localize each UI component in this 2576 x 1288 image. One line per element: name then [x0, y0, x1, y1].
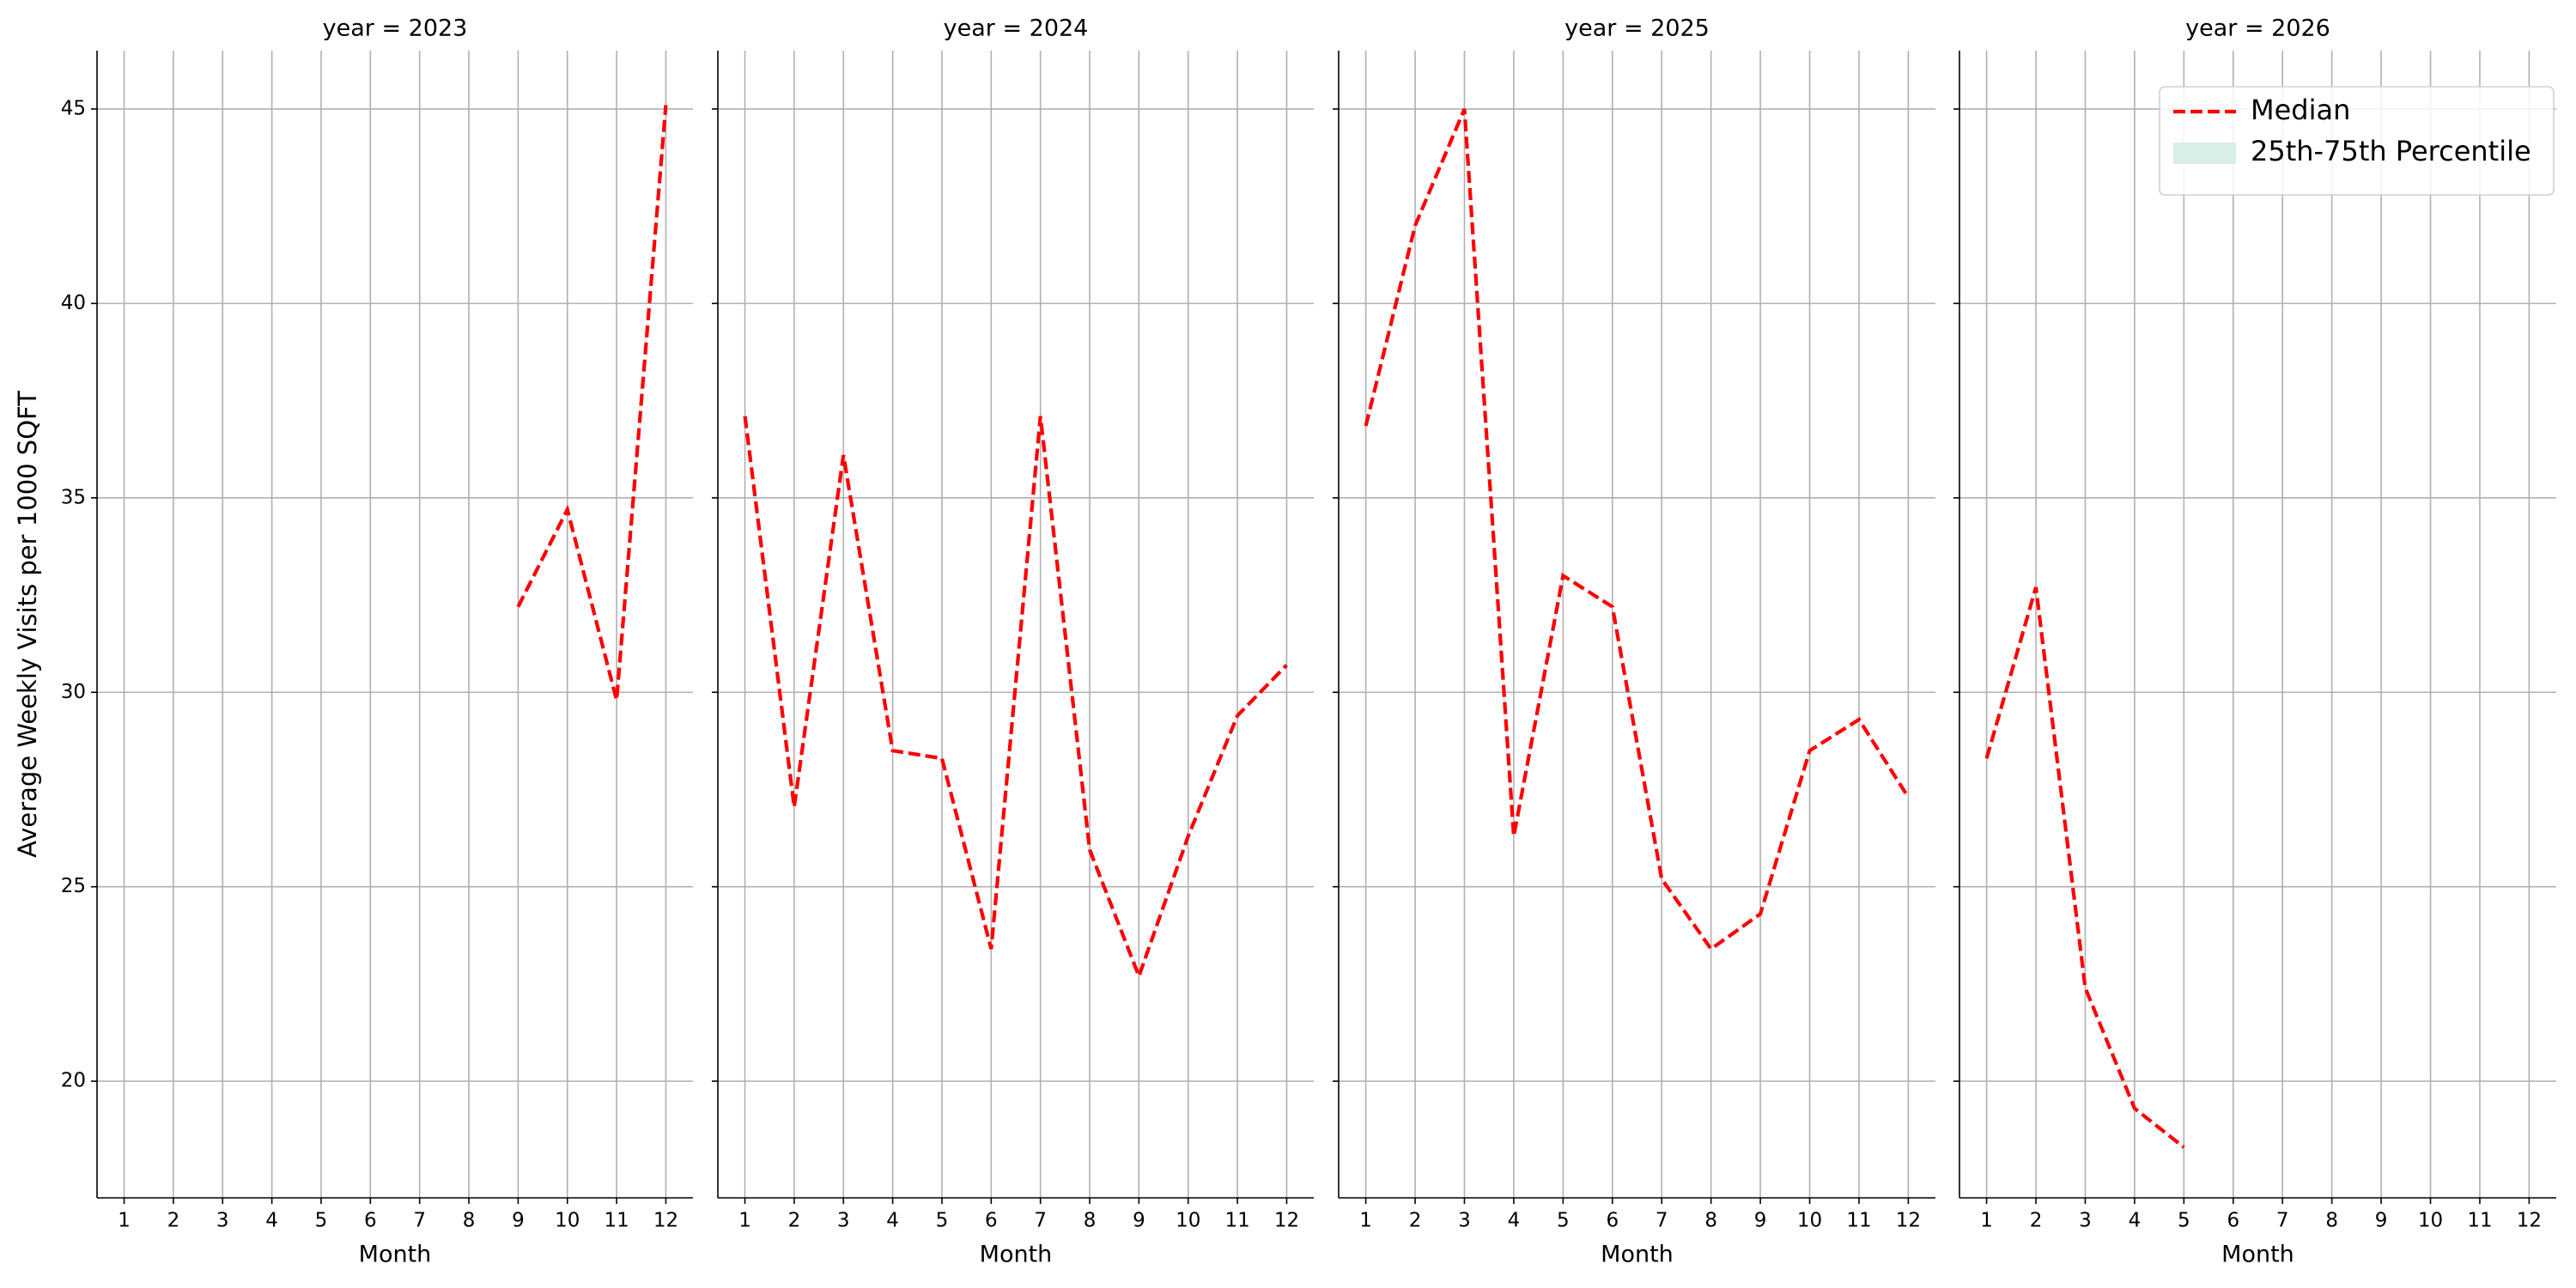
- x-tick-label: 6: [364, 1210, 377, 1232]
- x-tick-label: 8: [1084, 1210, 1097, 1232]
- x-tick-label: 4: [265, 1210, 278, 1232]
- x-tick-label: 12: [1896, 1210, 1921, 1232]
- y-tick-label: 35: [61, 486, 86, 508]
- x-tick-label: 6: [1606, 1210, 1619, 1232]
- x-tick-label: 10: [555, 1210, 580, 1232]
- x-tick-label: 6: [985, 1210, 998, 1232]
- x-tick-label: 2: [167, 1210, 180, 1232]
- x-tick-label: 9: [512, 1210, 525, 1232]
- x-tick-label: 9: [1754, 1210, 1767, 1232]
- x-axis-label: Month: [980, 1242, 1053, 1268]
- x-tick-label: 5: [2178, 1210, 2190, 1232]
- x-tick-label: 12: [1274, 1210, 1299, 1232]
- x-tick-label: 9: [2375, 1210, 2388, 1232]
- x-tick-label: 7: [1034, 1210, 1047, 1232]
- x-tick-label: 12: [2517, 1210, 2542, 1232]
- x-tick-label: 9: [1133, 1210, 1145, 1232]
- median-line: [743, 416, 1288, 981]
- y-axis-label: Average Weekly Visits per 1000 SQFT: [13, 391, 42, 858]
- x-tick-label: 6: [2227, 1210, 2239, 1232]
- x-tick-label: 8: [1704, 1210, 1717, 1232]
- panel-title: year = 2026: [2185, 15, 2330, 42]
- x-tick-label: 10: [1176, 1210, 1200, 1232]
- x-tick-label: 5: [315, 1210, 328, 1232]
- y-tick-label: 20: [61, 1070, 86, 1092]
- y-tick-label: 40: [61, 292, 86, 314]
- y-tick-label: 30: [61, 681, 86, 703]
- x-tick-label: 2: [2030, 1210, 2043, 1232]
- x-tick-label: 1: [738, 1210, 751, 1232]
- panel-title: year = 2025: [1564, 15, 1710, 42]
- x-tick-label: 7: [2276, 1210, 2289, 1232]
- x-tick-label: 5: [936, 1210, 949, 1232]
- x-tick-label: 1: [1359, 1210, 1372, 1232]
- x-axis-label: Month: [359, 1242, 432, 1268]
- legend-label: Median: [2251, 94, 2350, 126]
- x-tick-label: 8: [2325, 1210, 2338, 1232]
- legend-label: 25th-75th Percentile: [2251, 135, 2531, 167]
- legend-swatch: [2173, 143, 2236, 164]
- x-tick-label: 4: [886, 1210, 899, 1232]
- x-tick-label: 10: [2418, 1210, 2443, 1232]
- panel-title: year = 2023: [323, 15, 468, 42]
- panel-title: year = 2024: [944, 15, 1089, 42]
- x-tick-label: 11: [604, 1210, 629, 1232]
- x-tick-label: 2: [1409, 1210, 1422, 1232]
- x-tick-label: 3: [216, 1210, 229, 1232]
- x-tick-label: 11: [1846, 1210, 1871, 1232]
- x-tick-label: 3: [1458, 1210, 1471, 1232]
- x-tick-label: 7: [413, 1210, 426, 1232]
- x-tick-label: 1: [1980, 1210, 1993, 1232]
- median-line: [1364, 108, 1911, 952]
- x-tick-label: 4: [2129, 1210, 2142, 1232]
- x-tick-label: 2: [788, 1210, 801, 1232]
- x-tick-label: 7: [1656, 1210, 1668, 1232]
- x-axis-label: Month: [2221, 1242, 2294, 1268]
- median-line: [1984, 586, 2185, 1149]
- x-tick-label: 10: [1797, 1210, 1822, 1232]
- x-tick-label: 3: [837, 1210, 850, 1232]
- x-tick-label: 3: [2079, 1210, 2092, 1232]
- x-axis-label: Month: [1601, 1242, 1674, 1268]
- median-line: [516, 105, 668, 701]
- x-tick-label: 1: [118, 1210, 131, 1232]
- x-tick-label: 8: [463, 1210, 476, 1232]
- x-tick-label: 5: [1557, 1210, 1570, 1232]
- legend-box: [2159, 86, 2555, 196]
- x-tick-label: 12: [653, 1210, 678, 1232]
- y-tick-label: 45: [61, 97, 86, 119]
- x-tick-label: 11: [2467, 1210, 2492, 1232]
- y-tick-label: 25: [61, 875, 86, 897]
- x-tick-label: 11: [1224, 1210, 1249, 1232]
- x-tick-label: 4: [1508, 1210, 1521, 1232]
